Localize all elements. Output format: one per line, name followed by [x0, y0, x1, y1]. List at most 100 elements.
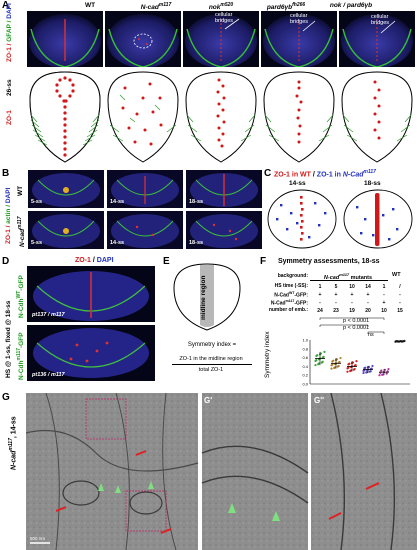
micro-b-mut-18ss [186, 211, 262, 249]
f-point [385, 372, 388, 375]
schem-pard6 [263, 71, 335, 163]
micro-b-mut-14ss [107, 211, 183, 249]
f-wt-gfp-4: - [383, 292, 385, 298]
em-gdoubleprime [311, 393, 417, 550]
f-hs-time-4: 1 [383, 284, 386, 290]
f-point [352, 368, 355, 371]
f-ytick-2: 0.4 [302, 364, 308, 369]
f-series-0 [314, 350, 326, 367]
f-series-3 [362, 364, 374, 375]
f-point [349, 369, 352, 373]
panel-d-micrographs [27, 266, 155, 381]
f-series-5 [394, 339, 406, 343]
f-n-emb-4: 10 [381, 308, 387, 314]
f-hs-time-0: 1 [319, 284, 322, 290]
f-mut-gfp-4: + [383, 300, 386, 306]
f-point [346, 370, 349, 373]
micro-b-wt-18ss [186, 170, 262, 208]
panel-a-micrographs [27, 11, 415, 67]
f-point [314, 359, 317, 363]
f-point [380, 369, 383, 372]
d-genotype-2: pt136 / m117 [32, 372, 65, 378]
f-point [330, 367, 333, 370]
panel-g-em [26, 393, 417, 550]
bridge-label-pard6: cellular bridges [290, 13, 309, 25]
micro-d-wt [27, 266, 155, 322]
f-series-4 [378, 367, 390, 377]
f-point [362, 371, 365, 375]
f-hs-time-3: 14 [365, 284, 371, 290]
schem-double [341, 71, 413, 163]
f-hs-time-2: 10 [349, 284, 355, 290]
micro-d-mut [27, 325, 155, 381]
col-header-nok: nokm520 [208, 2, 234, 12]
b-stage-mut-18: 18-ss [189, 240, 204, 246]
f-point [317, 363, 320, 366]
f-point [363, 367, 366, 370]
schem-ncad [107, 71, 179, 163]
f-background-mut: N-cadm117 mutants [323, 272, 373, 281]
f-point [331, 360, 334, 363]
f-point [362, 369, 365, 372]
f-ytick-1: 0.2 [302, 373, 308, 378]
f-point [346, 367, 349, 370]
f-series-2 [346, 360, 358, 373]
panel-c-schematics [267, 189, 413, 249]
panel-a-stain-label: ZO-1 / GFAP / DAPI [6, 3, 13, 62]
panel-f-title: Symmetry assessments, 18-ss [278, 258, 380, 265]
f-wt-gfp-0: + [319, 292, 322, 298]
col-header-wt: WT [84, 2, 96, 9]
micro-b-wt-14ss [107, 170, 183, 208]
b-stage-wt-18: 18-ss [189, 199, 204, 205]
f-condition-table: 1 + - 24 5 + - 23 10 + - 19 14 + - 20 1 - +10 / - - 15 [317, 284, 403, 314]
micro-a-nok [183, 11, 259, 67]
col-header-double: nok / pard6γb [329, 2, 373, 9]
panel-e-fraction-bar [172, 364, 252, 365]
panel-c-label: C [264, 168, 272, 179]
col-header-pard6: pard6γbfh266 [266, 2, 306, 12]
em-gprime [201, 393, 309, 550]
f-point [315, 354, 318, 358]
f-point [347, 363, 350, 366]
panel-d-label: D [2, 256, 10, 267]
f-point [381, 373, 384, 376]
f-bracket-0 [319, 317, 385, 320]
f-point [333, 366, 336, 370]
f-ytick-0: 0.0 [302, 382, 308, 387]
f-mut-gfp-5: - [399, 300, 401, 306]
f-row-label-mutgfp: N-Cadm117-GFP: [270, 299, 308, 307]
panel-a-stage-label: 26-ss [6, 79, 13, 96]
panel-e-label: E [163, 256, 170, 267]
b-stage-wt-5: 5-ss [31, 199, 43, 205]
d-genotype-1: pt137 / m117 [32, 312, 65, 318]
col-header-ncad: N-cadm117 [140, 2, 172, 12]
f-pval-2: p < 0.0001 [343, 325, 370, 331]
f-pval-1: p < 0.0001 [343, 318, 370, 324]
panel-e-schematic [173, 263, 241, 331]
g-prime1-label: G' [204, 396, 213, 405]
c-stage-14: 14-ss [289, 180, 306, 187]
f-wt-gfp-5: - [399, 292, 401, 298]
f-ytick-4: 0.8 [302, 346, 308, 351]
panel-g-label: G [2, 392, 10, 403]
f-bracket-1 [319, 324, 369, 327]
f-n-emb-3: 20 [365, 308, 371, 314]
f-point [330, 364, 333, 367]
f-point [320, 361, 323, 364]
f-row-label-wtgfp: N-CadWT-GFP: [274, 291, 308, 299]
f-point [336, 365, 339, 368]
panel-d-side-wt: N-CdhWT-GFP [16, 275, 26, 318]
f-axis: 0.0 0.2 0.4 0.6 0.8 1.0 [302, 317, 410, 387]
panel-d-side-hs: HS @ 1-ss, fixed @ 18-ss [5, 300, 12, 378]
panel-e-denominator: total ZO-1 [198, 367, 224, 373]
panel-d-side-mut: N-Cdhm117-GFP [16, 332, 26, 380]
micro-a-pard6 [261, 11, 337, 67]
f-ns: ns [368, 332, 374, 338]
panel-a-label: A [2, 0, 10, 11]
schem-c-14ss [267, 189, 337, 249]
micro-a-double [339, 11, 415, 67]
f-mut-gfp-1: - [335, 300, 337, 306]
f-mut-gfp-2: - [351, 300, 353, 306]
panel-e-numerator: ZO-1 in the midline region [179, 356, 243, 362]
